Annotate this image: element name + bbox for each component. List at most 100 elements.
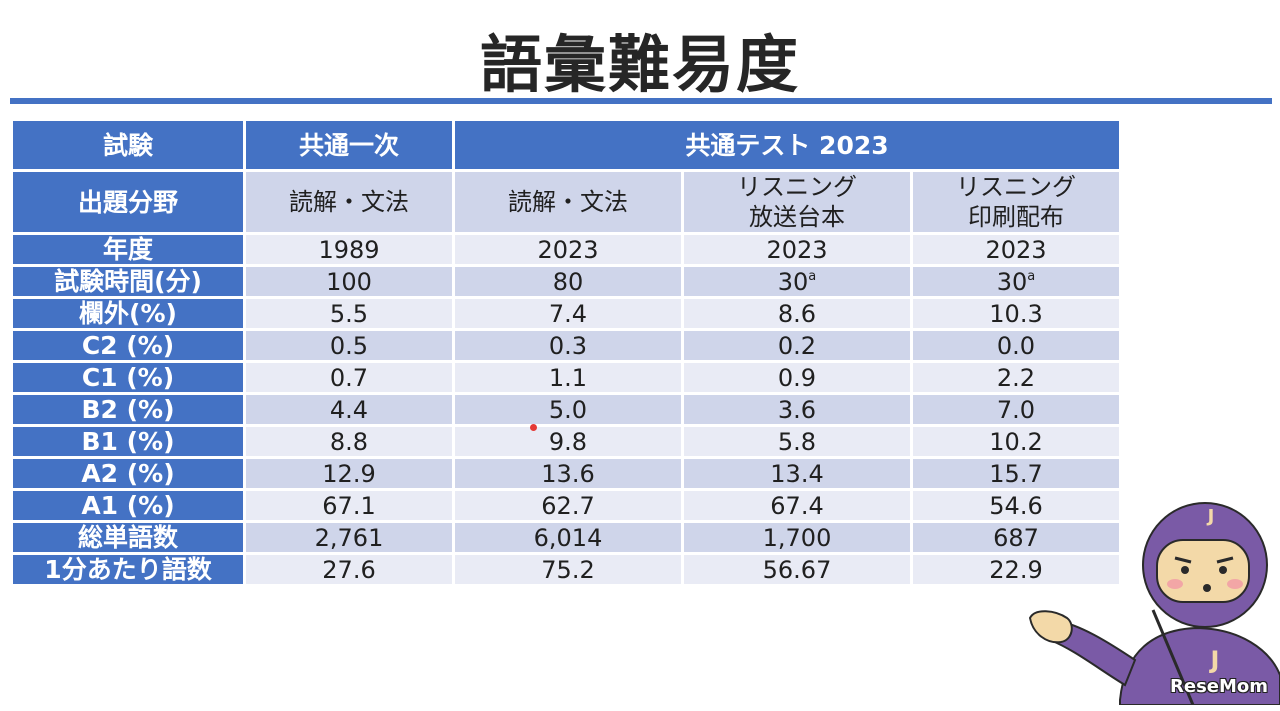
cell-value: 5.5 <box>329 299 369 328</box>
table-cell: 687 <box>913 523 1119 552</box>
table-cell: 2,761 <box>246 523 452 552</box>
title-underline <box>10 98 1272 104</box>
table-cell: 6,014 <box>455 523 681 552</box>
cell-value: 6,014 <box>533 523 603 552</box>
table-cell: 27.6 <box>246 555 452 584</box>
table-cell: 75.2 <box>455 555 681 584</box>
table-cell: 1,700 <box>684 523 910 552</box>
cell-value: 0.9 <box>777 363 817 392</box>
table-row: C2 (%) 0.5 0.3 0.2 0.0 <box>13 331 1119 360</box>
field-header-label: 出題分野 <box>13 172 243 232</box>
table-cell: 5.5 <box>246 299 452 328</box>
pointer-dot <box>530 424 537 431</box>
row-label: 年度 <box>13 235 243 264</box>
cell-value: 4.4 <box>329 395 369 424</box>
cell-value: 15.7 <box>989 459 1043 488</box>
cell-footnote-mark: a <box>1027 268 1036 284</box>
cell-value: 62.7 <box>541 491 595 520</box>
table-cell: 8.6 <box>684 299 910 328</box>
row-label: A2 (%) <box>13 459 243 488</box>
table-cell: 5.0 <box>455 395 681 424</box>
table-cell: 30a <box>913 267 1119 296</box>
cell-value: 75.2 <box>541 555 595 584</box>
cell-value: 13.6 <box>541 459 595 488</box>
cell-value: 80 <box>552 267 584 296</box>
table-cell: 10.3 <box>913 299 1119 328</box>
cell-value: 8.8 <box>329 427 369 456</box>
cell-value: 1.1 <box>548 363 588 392</box>
exam-header-label: 試験 <box>13 121 243 169</box>
resemom-logo: ReseMom <box>1170 676 1269 697</box>
table-cell: 15.7 <box>913 459 1119 488</box>
table-cell: 8.8 <box>246 427 452 456</box>
field-cell: 読解・文法 <box>455 172 681 232</box>
table-cell: 3.6 <box>684 395 910 424</box>
cell-value: 7.0 <box>996 395 1036 424</box>
table-row: 1分あたり語数 27.6 75.2 56.67 22.9 <box>13 555 1119 584</box>
row-label: B1 (%) <box>13 427 243 456</box>
cell-value: 0.5 <box>329 331 369 360</box>
cell-value: 9.8 <box>548 427 588 456</box>
cell-value: 1,700 <box>762 523 832 552</box>
table-cell: 67.1 <box>246 491 452 520</box>
cell-value: 12.9 <box>322 459 376 488</box>
cell-value: 67.1 <box>322 491 376 520</box>
field-cell: リスニング 印刷配布 <box>913 172 1119 232</box>
table-cell: 30a <box>684 267 910 296</box>
cell-value: 0.7 <box>329 363 369 392</box>
ninja-mascot-illustration: J J <box>1028 502 1280 705</box>
row-label: A1 (%) <box>13 491 243 520</box>
cell-value: 10.3 <box>989 299 1043 328</box>
table-cell: 13.4 <box>684 459 910 488</box>
table-cell: 62.7 <box>455 491 681 520</box>
row-label: B2 (%) <box>13 395 243 424</box>
table-cell: 0.7 <box>246 363 452 392</box>
cell-value: 1989 <box>318 235 380 264</box>
cell-value: 22.9 <box>989 555 1043 584</box>
table-cell: 22.9 <box>913 555 1119 584</box>
table-cell: 54.6 <box>913 491 1119 520</box>
table-cell: 80 <box>455 267 681 296</box>
table-cell: 0.9 <box>684 363 910 392</box>
field-cell: リスニング 放送台本 <box>684 172 910 232</box>
cell-value: 30 <box>996 267 1028 296</box>
table-cell: 0.0 <box>913 331 1119 360</box>
row-label: C1 (%) <box>13 363 243 392</box>
cell-value: 2,761 <box>314 523 384 552</box>
field-cell: 読解・文法 <box>246 172 452 232</box>
cell-value: 0.2 <box>777 331 817 360</box>
table-cell: 56.67 <box>684 555 910 584</box>
cell-value: 2023 <box>766 235 828 264</box>
row-label: C2 (%) <box>13 331 243 360</box>
table-cell: 5.8 <box>684 427 910 456</box>
table-row: B2 (%) 4.4 5.0 3.6 7.0 <box>13 395 1119 424</box>
cell-value: 100 <box>326 267 372 296</box>
cell-value: 13.4 <box>770 459 824 488</box>
table-cell: 67.4 <box>684 491 910 520</box>
cell-value: 5.0 <box>548 395 588 424</box>
cell-value: 2023 <box>985 235 1047 264</box>
table-cell: 2.2 <box>913 363 1119 392</box>
exam-kyotsu-test-2023-header: 共通テスト 2023 <box>455 121 1119 169</box>
table-row: 欄外(%) 5.5 7.4 8.6 10.3 <box>13 299 1119 328</box>
table-row: A2 (%) 12.9 13.6 13.4 15.7 <box>13 459 1119 488</box>
cell-value: 67.4 <box>770 491 824 520</box>
table-row: 試験時間(分) 100 80 30a 30a <box>13 267 1119 296</box>
chest-letter: J <box>1209 646 1220 674</box>
table-cell: 2023 <box>684 235 910 264</box>
page-title: 語彙難易度 <box>479 28 800 101</box>
cell-value: 2.2 <box>996 363 1036 392</box>
table-cell: 2023 <box>913 235 1119 264</box>
table-cell: 0.2 <box>684 331 910 360</box>
cell-value: 0.0 <box>996 331 1036 360</box>
table-row: C1 (%) 0.7 1.1 0.9 2.2 <box>13 363 1119 392</box>
table-row: B1 (%) 8.8 9.8 5.8 10.2 <box>13 427 1119 456</box>
exam-kyotsu-ichiji-header: 共通一次 <box>246 121 452 169</box>
table-cell: 2023 <box>455 235 681 264</box>
table-row: 年度 1989 2023 2023 2023 <box>13 235 1119 264</box>
table-cell: 1989 <box>246 235 452 264</box>
cell-value: 27.6 <box>322 555 376 584</box>
table-cell: 12.9 <box>246 459 452 488</box>
table-cell: 9.8 <box>455 427 681 456</box>
row-label: 欄外(%) <box>13 299 243 328</box>
